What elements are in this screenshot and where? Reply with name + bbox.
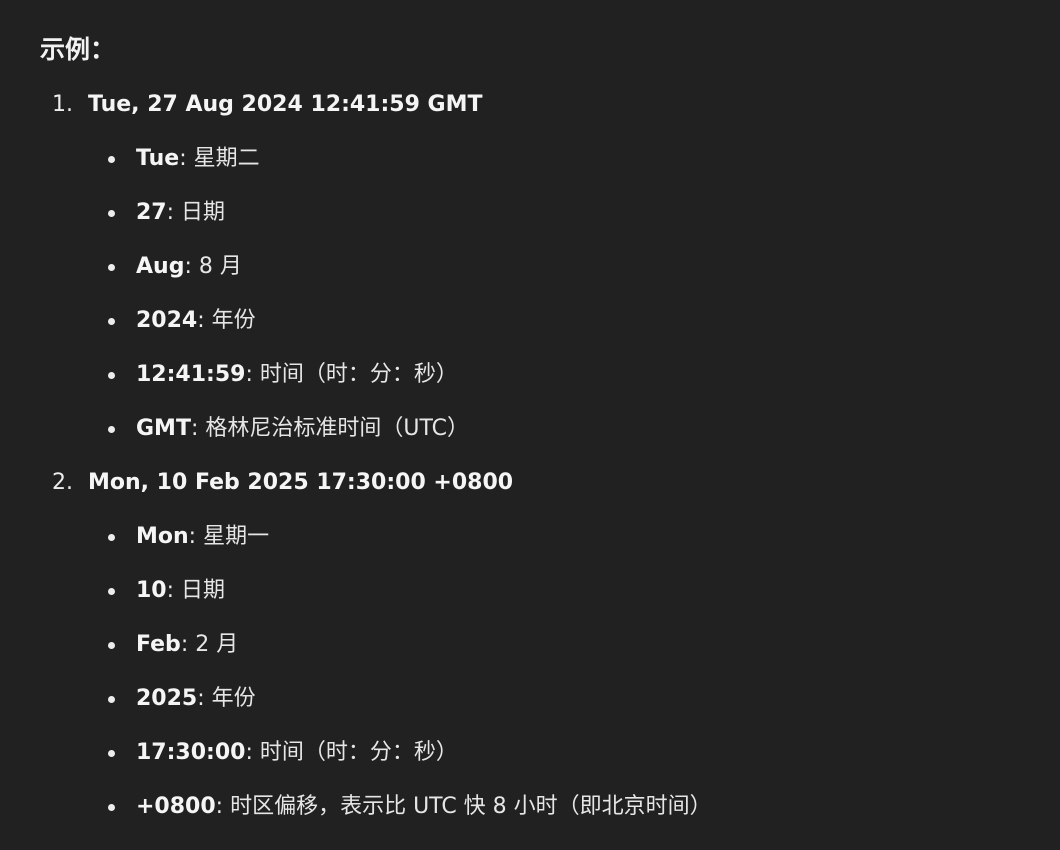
- part-description: 日期: [181, 200, 226, 225]
- part-description: 星期一: [203, 524, 270, 549]
- separator: :: [245, 740, 260, 765]
- bullet-icon: [108, 156, 115, 163]
- part-term: Feb: [136, 632, 181, 657]
- bullet-icon: [108, 210, 115, 217]
- part-description: 星期二: [193, 146, 260, 171]
- bullet-icon: [108, 750, 115, 757]
- list-item: 2025: 年份: [40, 679, 1040, 733]
- part-term: Tue: [136, 146, 180, 171]
- part-description: 时区偏移，表示比 UTC 快 8 小时（即北京时间）: [230, 794, 712, 819]
- separator: :: [245, 362, 260, 387]
- separator: :: [180, 632, 196, 657]
- part-description: 2 月: [195, 632, 239, 657]
- separator: :: [197, 686, 212, 711]
- separator: :: [166, 578, 182, 603]
- list-item: +0800: 时区偏移，表示比 UTC 快 8 小时（即北京时间）: [40, 787, 1040, 841]
- part-description: 时间（时：分：秒）: [259, 740, 458, 765]
- section-heading: 示例：: [40, 35, 116, 64]
- part-description: 格林尼治标准时间（UTC）: [205, 416, 469, 441]
- separator: :: [215, 794, 231, 819]
- separator: :: [197, 308, 212, 333]
- list-item: 12:41:59: 时间（时：分：秒）: [40, 355, 1040, 409]
- list-item: Aug: 8 月: [40, 247, 1040, 301]
- bullet-icon: [108, 372, 115, 379]
- list-item: 17:30:00: 时间（时：分：秒）: [40, 733, 1040, 787]
- part-description: 日期: [181, 578, 226, 603]
- bullet-icon: [108, 534, 115, 541]
- parts-list: Tue: 星期二 27: 日期 Aug: 8 月 2024: 年份 12:41:…: [40, 139, 1040, 463]
- list-item: 2024: 年份: [40, 301, 1040, 355]
- part-description: 年份: [211, 686, 256, 711]
- part-term: 10: [136, 578, 167, 603]
- list-item: Mon: 星期一: [40, 517, 1040, 571]
- example-line: 2. Mon, 10 Feb 2025 17:30:00 +0800: [40, 463, 1040, 517]
- part-term: Aug: [136, 254, 185, 279]
- example-item: 2. Mon, 10 Feb 2025 17:30:00 +0800 Mon: …: [40, 463, 1040, 841]
- bullet-icon: [108, 696, 115, 703]
- list-item: Feb: 2 月: [40, 625, 1040, 679]
- separator: :: [190, 416, 206, 441]
- list-item: Tue: 星期二: [40, 139, 1040, 193]
- example-title: Tue, 27 Aug 2024 12:41:59 GMT: [88, 92, 483, 117]
- list-item: GMT: 格林尼治标准时间（UTC）: [40, 409, 1040, 463]
- part-term: 2024: [136, 308, 198, 333]
- example-title: Mon, 10 Feb 2025 17:30:00 +0800: [88, 470, 514, 495]
- part-term: GMT: [136, 416, 191, 441]
- bullet-icon: [108, 804, 115, 811]
- bullet-icon: [108, 642, 115, 649]
- part-term: 12:41:59: [136, 362, 246, 387]
- part-term: 17:30:00: [136, 740, 246, 765]
- bullet-icon: [108, 426, 115, 433]
- example-line: 1. Tue, 27 Aug 2024 12:41:59 GMT: [40, 85, 1040, 139]
- part-term: 2025: [136, 686, 198, 711]
- bullet-icon: [108, 318, 115, 325]
- separator: :: [166, 200, 182, 225]
- separator: :: [184, 254, 199, 279]
- part-term: Mon: [136, 524, 189, 549]
- part-description: 年份: [211, 308, 256, 333]
- list-number: 1.: [52, 92, 73, 117]
- part-description: 时间（时：分：秒）: [259, 362, 458, 387]
- parts-list: Mon: 星期一 10: 日期 Feb: 2 月 2025: 年份 17:30:…: [40, 517, 1040, 841]
- bullet-icon: [108, 264, 115, 271]
- example-item: 1. Tue, 27 Aug 2024 12:41:59 GMT Tue: 星期…: [40, 85, 1040, 463]
- bullet-icon: [108, 588, 115, 595]
- list-item: 10: 日期: [40, 571, 1040, 625]
- separator: :: [179, 146, 194, 171]
- examples-list: 1. Tue, 27 Aug 2024 12:41:59 GMT Tue: 星期…: [40, 85, 1040, 841]
- part-description: 8 月: [198, 254, 242, 279]
- list-item: 27: 日期: [40, 193, 1040, 247]
- part-term: +0800: [136, 794, 216, 819]
- part-term: 27: [136, 200, 167, 225]
- list-number: 2.: [52, 470, 73, 495]
- document-body: 示例： 1. Tue, 27 Aug 2024 12:41:59 GMT Tue…: [40, 30, 1040, 841]
- separator: :: [188, 524, 204, 549]
